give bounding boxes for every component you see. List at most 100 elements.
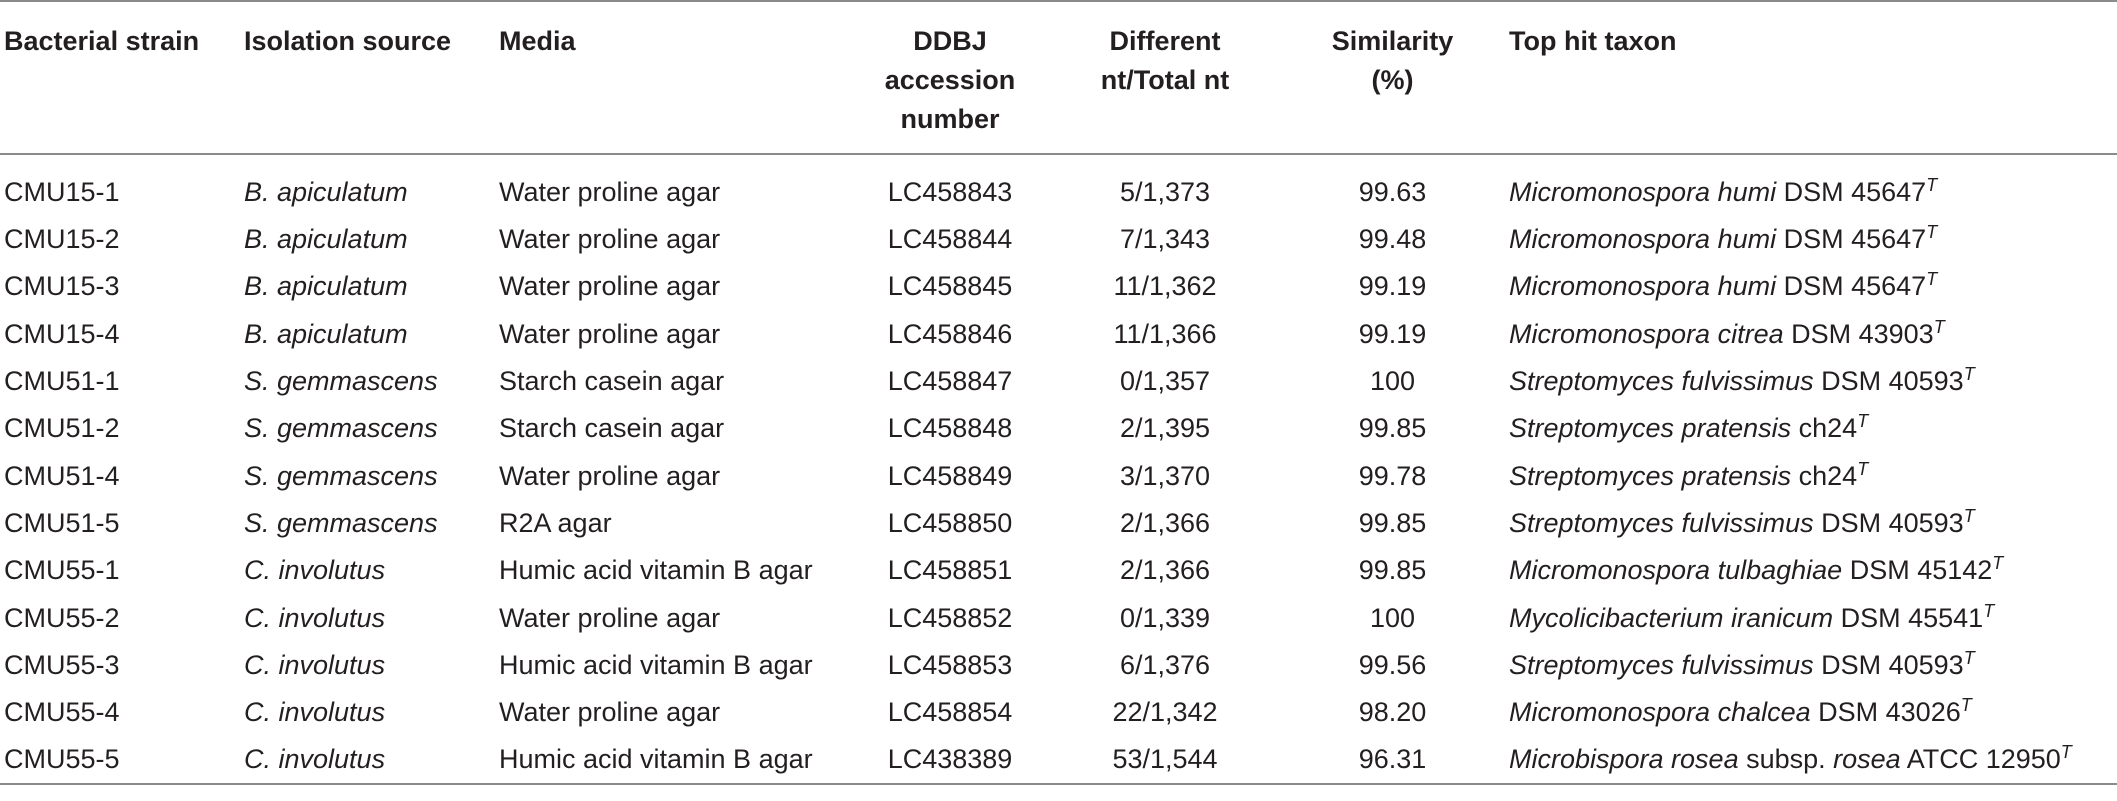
cell-top-hit-taxon: Micromonospora citrea DSM 43903T	[1505, 311, 2117, 358]
cell-similarity: 99.63	[1280, 154, 1505, 216]
taxon-genus-species: Streptomyces pratensis	[1509, 413, 1792, 444]
taxon-genus-species: Streptomyces fulvissimus	[1509, 507, 1814, 538]
cell-different-nt-text: 11/1,362	[1113, 271, 1217, 302]
type-strain-marker: T	[1857, 411, 1869, 432]
table-row: CMU55-2 C. involutus Water proline agar LC4…	[0, 594, 2117, 641]
cell-isolation-source-text: C. involutus	[244, 555, 386, 586]
taxon-genus-species: Microbispora rosea	[1509, 744, 1739, 775]
cell-different-nt: 0/1,357	[1050, 358, 1280, 405]
header-ddbj-accession: DDBJ accession number	[850, 1, 1050, 154]
cell-strain-text: CMU51-2	[4, 413, 120, 444]
taxon-subspecies: rosea	[1833, 744, 1901, 775]
taxon-collection: ATCC 12950	[1900, 744, 2061, 775]
cell-different-nt: 2/1,366	[1050, 500, 1280, 547]
cell-different-nt-text: 2/1,366	[1119, 507, 1211, 538]
cell-media-text: Water proline agar	[499, 224, 721, 255]
cell-strain: CMU51-1	[0, 358, 240, 405]
header-ddbj-line: DDBJ accession number	[884, 26, 1016, 134]
taxon-genus-species: Micromonospora chalcea	[1509, 697, 1811, 728]
type-strain-marker: T	[2060, 742, 2072, 763]
taxon-strain: DSM 43903	[1783, 318, 1934, 349]
taxon-strain: DSM 45142	[1842, 555, 1993, 586]
cell-accession: LC458853	[850, 642, 1050, 689]
cell-isolation-source-text: B. apiculatum	[244, 318, 408, 349]
cell-accession: LC458850	[850, 500, 1050, 547]
cell-different-nt: 7/1,343	[1050, 216, 1280, 263]
cell-similarity: 98.20	[1280, 689, 1505, 736]
cell-media: Humic acid vitamin B agar	[495, 547, 850, 594]
cell-accession: LC458849	[850, 452, 1050, 499]
cell-different-nt-text: 11/1,366	[1113, 318, 1217, 349]
cell-top-hit-taxon: Microbispora rosea subsp. rosea ATCC 129…	[1505, 736, 2117, 784]
cell-similarity: 99.85	[1280, 547, 1505, 594]
table-row: CMU51-1 S. gemmascens Starch casein agar LC…	[0, 358, 2117, 405]
cell-top-hit-taxon: Micromonospora humi DSM 45647T	[1505, 154, 2117, 216]
cell-isolation-source: C. involutus	[240, 594, 495, 641]
type-strain-marker: T	[1963, 364, 1975, 385]
cell-similarity-text: 99.85	[1358, 555, 1427, 586]
cell-accession-text: LC458851	[887, 555, 1013, 586]
table-row: CMU55-3 C. involutus Humic acid vitamin B …	[0, 642, 2117, 689]
cell-similarity: 99.56	[1280, 642, 1505, 689]
cell-accession: LC458851	[850, 547, 1050, 594]
taxon-strain: DSM 40593	[1813, 507, 1964, 538]
cell-media-text: Humic acid vitamin B agar	[499, 649, 813, 680]
cell-isolation-source: S. gemmascens	[240, 500, 495, 547]
cell-similarity: 99.78	[1280, 452, 1505, 499]
cell-similarity-text: 99.19	[1358, 271, 1427, 302]
cell-media: Water proline agar	[495, 154, 850, 216]
cell-isolation-source: C. involutus	[240, 642, 495, 689]
cell-different-nt: 11/1,366	[1050, 311, 1280, 358]
cell-media: Water proline agar	[495, 452, 850, 499]
cell-isolation-source-text: C. involutus	[244, 649, 386, 680]
cell-accession-text: LC458843	[887, 177, 1013, 207]
header-bacterial-strain: Bacterial strain	[4, 26, 200, 56]
cell-accession-text: LC458844	[887, 224, 1013, 255]
cell-different-nt-text: 2/1,395	[1119, 413, 1211, 444]
cell-similarity: 96.31	[1280, 736, 1505, 784]
cell-accession: LC458848	[850, 405, 1050, 452]
cell-isolation-source: S. gemmascens	[240, 452, 495, 499]
cell-different-nt: 3/1,370	[1050, 452, 1280, 499]
cell-strain-text: CMU55-3	[4, 649, 120, 680]
cell-similarity: 99.48	[1280, 216, 1505, 263]
cell-top-hit-taxon: Micromonospora humi DSM 45647T	[1505, 216, 2117, 263]
cell-different-nt-text: 3/1,370	[1119, 460, 1211, 491]
cell-isolation-source: C. involutus	[240, 736, 495, 784]
taxon-genus-species: Micromonospora humi	[1509, 271, 1777, 302]
cell-isolation-source: B. apiculatum	[240, 216, 495, 263]
cell-strain-text: CMU51-1	[4, 366, 120, 397]
cell-different-nt: 53/1,544	[1050, 736, 1280, 784]
cell-accession-text: LC458849	[887, 460, 1013, 491]
cell-strain: CMU15-3	[0, 263, 240, 310]
cell-media: Starch casein agar	[495, 358, 850, 405]
cell-isolation-source-text: S. gemmascens	[244, 460, 438, 491]
cell-strain: CMU15-1	[0, 154, 240, 216]
cell-similarity-text: 98.20	[1358, 697, 1427, 728]
cell-different-nt: 5/1,373	[1050, 154, 1280, 216]
cell-top-hit-taxon: Streptomyces fulvissimus DSM 40593T	[1505, 500, 2117, 547]
cell-media-text: Water proline agar	[499, 602, 721, 633]
cell-different-nt-text: 53/1,544	[1112, 744, 1218, 775]
header-similarity-line: Similarity (%)	[1331, 26, 1454, 95]
header-row: Bacterial strain Isolation source Media …	[0, 1, 2117, 154]
cell-isolation-source-text: S. gemmascens	[244, 507, 438, 538]
cell-top-hit-taxon: Streptomyces pratensis ch24T	[1505, 452, 2117, 499]
cell-strain-text: CMU15-4	[4, 318, 120, 349]
cell-accession: LC458852	[850, 594, 1050, 641]
cell-top-hit-taxon: Streptomyces fulvissimus DSM 40593T	[1505, 642, 2117, 689]
table-row: CMU51-5 S. gemmascens R2A agar LC458850 2/1,…	[0, 500, 2117, 547]
table-row: CMU15-3 B. apiculatum Water proline agar LC…	[0, 263, 2117, 310]
cell-similarity: 99.85	[1280, 405, 1505, 452]
cell-different-nt: 2/1,395	[1050, 405, 1280, 452]
cell-strain: CMU55-3	[0, 642, 240, 689]
cell-accession-text: LC458848	[887, 413, 1013, 444]
cell-accession-text: LC458853	[887, 649, 1013, 680]
cell-isolation-source: S. gemmascens	[240, 405, 495, 452]
header-isolation-source: Isolation source	[244, 26, 452, 56]
cell-media-text: Water proline agar	[499, 271, 721, 302]
cell-media-text: Starch casein agar	[499, 413, 725, 444]
cell-different-nt: 6/1,376	[1050, 642, 1280, 689]
